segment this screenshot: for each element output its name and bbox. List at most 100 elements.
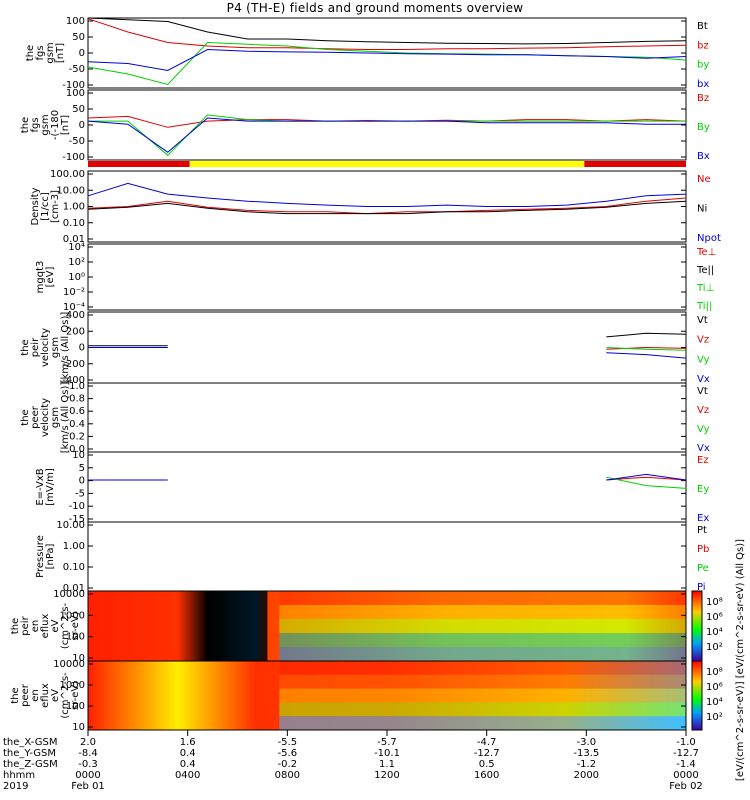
y-tick-label: 1000: [60, 680, 85, 691]
y-axis-label-line: [1/cc]: [40, 192, 51, 221]
colorbar-tick-label: 10⁸: [706, 667, 723, 678]
y-axis-label-line: sr-eV): [70, 681, 81, 710]
panel-frame: [87, 89, 687, 161]
legend-bz: bz: [697, 40, 709, 51]
y-axis-label-line: [km/s (All Qs)]: [60, 312, 71, 384]
panel-7: 10 5 0-5 -10 -15 E=-VxB[mV/m] Ez Ey Ex: [35, 450, 709, 525]
footer-value: 1.6: [180, 737, 196, 748]
legend-Ez: Ez: [697, 455, 709, 466]
y-tick-label: 10000: [53, 659, 85, 670]
series-Vz: [88, 346, 687, 350]
y-tick-label: 10⁴: [68, 242, 85, 253]
y-tick-label: 50: [72, 104, 85, 115]
legend-Vx: Vx: [697, 443, 710, 454]
y-axis-label-line: en: [30, 689, 41, 702]
y-tick-label: 0.0: [69, 444, 85, 455]
footer-value: -5.7: [377, 737, 397, 748]
heatmap-band: [279, 674, 686, 689]
y-axis-label-line: peer: [30, 405, 41, 429]
y-axis-label: thepeervelocitygsm[km/s (All Qs)]: [20, 382, 71, 454]
footer-value: -1.4: [676, 759, 696, 770]
colorbar-tick-label: 10⁴: [706, 697, 723, 708]
legend-Vy: Vy: [697, 424, 710, 435]
panel-3: 100.0010.001.000.100.01Density[1/cc][cm-…: [30, 169, 721, 245]
legend-Ni: Ni: [697, 204, 707, 215]
y-tick-label: 100: [66, 632, 85, 643]
colorbar-tick-label: 10⁶: [706, 682, 723, 693]
y-tick-label: 0.2: [69, 431, 85, 442]
y-axis-label-line: fgs: [30, 117, 41, 132]
footer-value: -3.0: [577, 737, 597, 748]
y-tick-label: 0.10: [63, 218, 85, 229]
y-axis-label: Pressure[nPa]: [35, 535, 56, 578]
footer-row-label: the_Y-GSM: [3, 748, 56, 759]
series-Ne: [87, 197, 687, 215]
footer-value: -5.5: [278, 737, 298, 748]
series-Vy: [88, 347, 687, 351]
y-axis-label-line: velocity: [40, 398, 51, 437]
legend-Pt: Pt: [697, 525, 707, 536]
status-bar-red: [584, 161, 686, 167]
legend-Bz: Bz: [697, 93, 709, 104]
series-Ni: [87, 200, 687, 215]
panel-frame: [87, 382, 687, 453]
y-axis-label-line: -(-180: [50, 110, 61, 140]
legend-Vx: Vx: [697, 374, 710, 385]
legend-bx: bx: [697, 79, 709, 90]
y-axis-label-line: [nT]: [55, 43, 66, 63]
y-axis-label-line: eflux: [40, 683, 51, 708]
y-tick-label: 10⁻⁴: [63, 302, 85, 313]
y-tick-label: 0.10: [63, 562, 85, 573]
status-bar-yellow: [189, 161, 585, 167]
y-tick-label: 10.00: [56, 520, 85, 531]
y-axis-label: thepeirvelocitygsm[km/s (All Qs)]: [20, 312, 71, 384]
y-tick-label: 0.01: [63, 234, 85, 245]
y-tick-label: 1000: [60, 610, 85, 621]
panel-9: 10000 1000 100 10 thepeirenefluxeV(cm^2-s-sr…: [10, 589, 687, 664]
y-tick-label: -50: [69, 136, 85, 147]
y-axis-label: E=-VxB[mV/m]: [35, 468, 56, 506]
footer-value: 1600: [474, 770, 499, 781]
y-axis-label-line: E=-VxB: [35, 468, 46, 505]
y-tick-label: -100: [62, 80, 85, 91]
panel-frame: [87, 311, 687, 384]
heatmap-band: [279, 702, 686, 717]
y-axis-label-line: Pressure: [35, 535, 46, 578]
panel-frame: [87, 451, 687, 523]
legend-Bt: Bt: [697, 21, 708, 32]
legend-Pi: Pi: [697, 582, 706, 593]
legend-by: by: [697, 60, 709, 71]
series-bz: [87, 18, 687, 50]
y-tick-label: 10²: [68, 257, 85, 268]
colorbar-label: [eV/(cm^2-s-sr-eV)] [eV/(cm^2-s-sr-eV) (…: [735, 539, 746, 781]
y-tick-label: 50: [72, 32, 85, 43]
legend-Vz: Vz: [697, 335, 709, 346]
legend-Pe: Pe: [697, 563, 709, 574]
panel-8: 10.00 1.00 0.10 0.01 Pressure[nPa] Pt Pb Pe Pi: [35, 520, 709, 594]
footer-value: -10.1: [374, 748, 400, 759]
y-axis-label-line: gsm: [45, 42, 56, 63]
y-axis-label-line: [cm-3]: [50, 190, 61, 223]
y-axis-label-line: gsm: [50, 407, 61, 428]
series-Npot: [87, 182, 687, 207]
footer-value: 0000: [673, 770, 698, 781]
footer-value: 0400: [175, 770, 200, 781]
y-axis-label-line: peer: [20, 683, 31, 707]
heatmap-band: [279, 716, 686, 730]
y-tick-label: 10: [72, 450, 85, 461]
footer-value: 0.4: [180, 759, 196, 770]
y-axis-label: thepeerenefluxeV(cm^2-s-sr-eV): [10, 672, 81, 719]
footer-value: -12.7: [474, 748, 500, 759]
legend-By: By: [697, 122, 710, 133]
heatmap-band: [279, 661, 686, 675]
y-tick-label: 0.8: [69, 394, 85, 405]
y-tick-label: 1.0: [69, 381, 85, 392]
y-tick-label: 0.4: [69, 419, 85, 430]
y-axis-label-line: eV: [50, 689, 61, 702]
y-tick-label: 0.6: [69, 406, 85, 417]
y-axis-label-line: [km/s (All Qs)]: [60, 382, 71, 454]
footer-value: Feb 01: [71, 781, 105, 792]
series-Ez: [88, 476, 687, 481]
footer-value: 0.5: [479, 759, 495, 770]
legend-Ne: Ne: [697, 174, 711, 185]
